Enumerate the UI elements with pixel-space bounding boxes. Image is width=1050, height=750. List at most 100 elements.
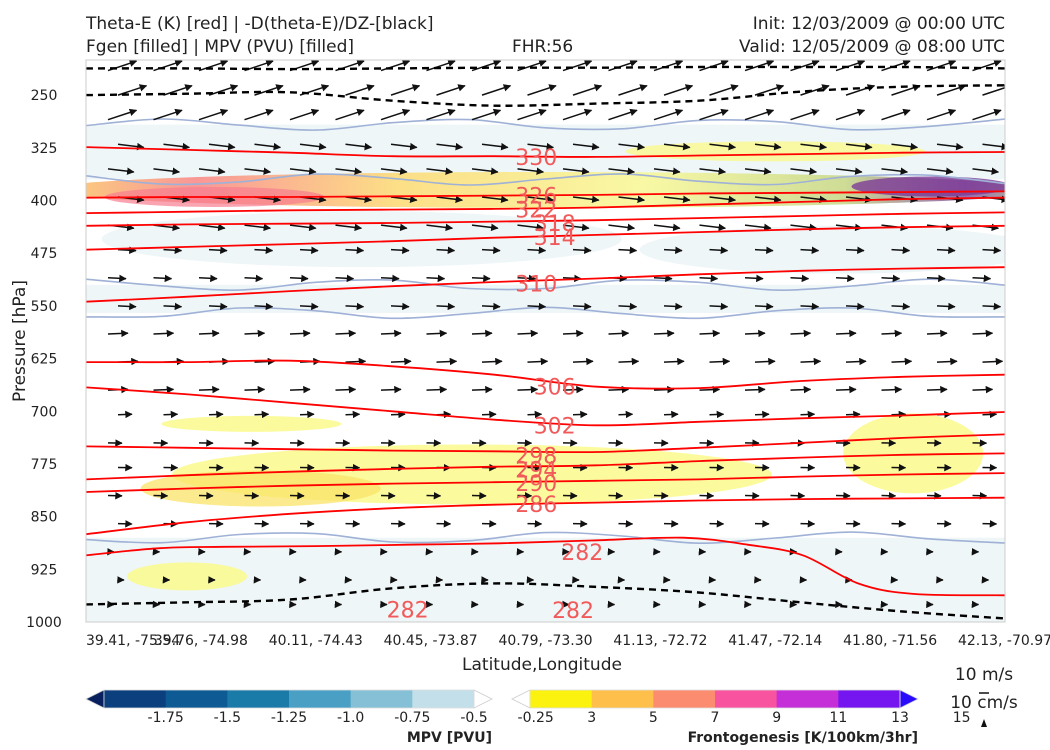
wind-vector	[153, 329, 175, 338]
wind-vector	[835, 274, 855, 283]
wind-vector	[618, 410, 634, 419]
wind-vector	[380, 167, 408, 175]
wind-vector	[481, 410, 497, 419]
wind-vector	[754, 195, 782, 204]
wind-vector	[517, 223, 545, 232]
wind-vector	[562, 60, 593, 72]
wind-vector	[709, 84, 739, 96]
y-tick-label: 850	[31, 510, 58, 526]
fgen-colorbar-title: Frontogenesis [K/100km/3hr]	[688, 730, 918, 746]
wind-vector	[653, 60, 684, 72]
wind-vector	[198, 329, 220, 338]
wind-vector	[972, 108, 1002, 121]
wind-vector	[926, 329, 948, 338]
wind-vector	[426, 223, 454, 232]
wind-vector	[517, 385, 539, 394]
wind-vector	[208, 142, 236, 151]
wind-vector	[436, 302, 456, 311]
wind-vector	[517, 329, 539, 338]
wind-vector	[562, 108, 593, 121]
wind-vector	[744, 223, 772, 232]
wind-vector	[972, 167, 1000, 175]
wind-vector	[618, 302, 638, 311]
theta-e-labels: 3303263223183143103063022982942902862822…	[387, 146, 604, 623]
wind-vector	[699, 274, 719, 283]
wind-vector	[390, 195, 418, 204]
wind-vector	[800, 410, 816, 419]
wind-vector	[572, 302, 592, 311]
wind-vector	[618, 142, 646, 151]
theta-e-label: 282	[387, 598, 429, 623]
wind-vector	[481, 84, 512, 96]
wind-vector	[618, 195, 646, 204]
wind-vector	[380, 223, 408, 232]
wind-vector	[800, 142, 828, 151]
wind-vector	[289, 329, 311, 338]
mpv-colorbar-tick-label: -0.75	[394, 710, 430, 726]
mpv-colorbar-tick-label: -0.5	[460, 710, 487, 726]
wind-vector	[299, 302, 319, 311]
wind-vector	[881, 167, 909, 175]
theta-e-label: 294	[515, 459, 557, 484]
theta-e-contour-310	[86, 266, 1005, 303]
wind-vector	[982, 357, 1004, 366]
wind-vector	[481, 302, 501, 311]
wind-vector	[926, 60, 957, 72]
wind-vector	[299, 142, 327, 151]
wind-vector	[163, 302, 183, 311]
wind-vector	[608, 167, 636, 175]
wind-vector	[153, 108, 183, 121]
wind-vector	[663, 195, 691, 204]
fgen-colorbar-tick-label: 9	[772, 710, 781, 726]
wind-vector	[936, 357, 958, 366]
wind-vector	[198, 60, 229, 72]
mpv-colorbar-tick-label: -1.0	[337, 710, 364, 726]
theta-e-contour-298	[86, 433, 1005, 454]
wind-vector	[244, 274, 264, 283]
wind-vector	[562, 223, 590, 232]
wind-vector	[835, 60, 866, 72]
wind-ref-top-label: 10 m/s	[955, 665, 1013, 685]
wind-vector	[709, 142, 737, 151]
theta-e-contour-294	[86, 452, 1005, 481]
mpv-colorbar-tick-label: -1.25	[271, 710, 307, 726]
wind-vector	[254, 84, 284, 96]
mpv-colorbar-swatch	[104, 690, 167, 708]
wind-vector	[163, 142, 191, 151]
wind-vector	[790, 223, 818, 232]
wind-vector	[800, 302, 820, 311]
wind-vector	[380, 274, 400, 283]
theta-e-label: 302	[534, 414, 576, 439]
theta-e-label: 318	[534, 212, 576, 237]
wind-vector	[208, 302, 228, 311]
wind-vector	[572, 357, 594, 366]
wind-vector	[153, 167, 181, 175]
wind-vector	[608, 385, 630, 394]
wind-vector	[790, 167, 818, 175]
stability-contour-line	[86, 65, 1005, 71]
wind-vector	[163, 246, 183, 254]
wind-vector	[754, 84, 785, 96]
theta-e-contour-322	[86, 196, 1005, 214]
wind-vector	[117, 246, 137, 254]
wind-vector	[107, 167, 135, 175]
wind-vector	[572, 410, 588, 419]
wind-vector	[699, 329, 721, 338]
wind-vector	[380, 60, 411, 72]
theta-e-label: 306	[534, 376, 576, 401]
wind-vector	[335, 223, 363, 232]
y-tick-label: 475	[31, 246, 58, 262]
wind-vector	[790, 274, 810, 283]
wind-vector	[699, 385, 721, 394]
mpv-colorbar-swatch	[227, 690, 290, 708]
wind-vector	[426, 167, 454, 175]
wind-vector	[527, 195, 555, 204]
wind-vector	[663, 84, 694, 96]
mpv-colorbar-swatch	[412, 690, 475, 708]
wind-vector	[527, 84, 557, 96]
wind-vector	[481, 246, 501, 254]
mpv-contour-line	[86, 531, 1005, 545]
wind-vector	[926, 167, 954, 175]
x-tick-label: 41.80, -71.56	[843, 633, 937, 649]
